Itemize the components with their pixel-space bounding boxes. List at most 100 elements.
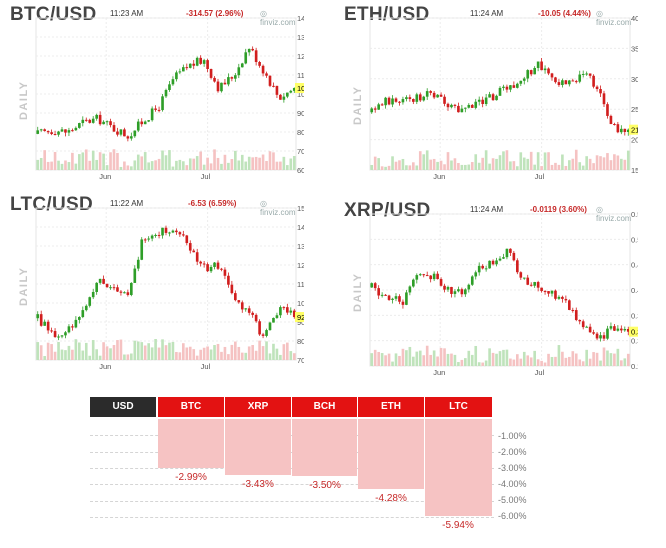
candle-body [60, 129, 64, 132]
volume-bar [536, 359, 540, 366]
candle-body [405, 97, 408, 100]
volume-bar [140, 342, 144, 360]
volume-bar [398, 160, 401, 170]
volume-bar [60, 163, 64, 170]
candle-body [394, 296, 398, 299]
volume-bar [258, 340, 261, 360]
x-tick-label: Jun [433, 368, 445, 376]
volume-bar [626, 150, 630, 170]
volume-bar [418, 350, 422, 366]
x-tick-label: Jul [201, 362, 211, 370]
brand-label: finviz.com [260, 18, 296, 27]
volume-bar [168, 342, 171, 360]
candle-body [275, 315, 279, 318]
candle-body [164, 227, 168, 233]
volume-bar [223, 346, 227, 360]
candle-body [408, 286, 412, 293]
candle-body [574, 81, 578, 83]
volume-bar [529, 151, 533, 170]
volume-bar [533, 164, 536, 170]
candle-body [585, 326, 588, 328]
volume-bar [268, 353, 272, 360]
volume-bar [401, 158, 405, 170]
candle-body [561, 296, 564, 299]
candle-body [488, 260, 491, 269]
candle-body [88, 297, 92, 306]
volume-bar [620, 360, 623, 366]
candle-body [460, 108, 464, 113]
candle-body [602, 93, 606, 105]
volume-bar [432, 350, 436, 366]
volume-bar [88, 355, 92, 360]
candle-body [370, 283, 374, 288]
chart-title: BTC/USD [10, 4, 97, 25]
volume-bar [265, 341, 268, 360]
volume-bar [505, 349, 509, 366]
candle-body [446, 286, 450, 290]
volume-bar [60, 349, 64, 360]
candle-body [578, 320, 582, 322]
volume-bar [585, 349, 588, 366]
candle-body [220, 268, 223, 270]
candle-body [230, 77, 234, 79]
x-tick-label: Jul [535, 368, 545, 376]
volume-bar [178, 352, 182, 360]
last-price-box [295, 312, 304, 323]
volume-bar [78, 154, 81, 170]
candle-body [282, 96, 286, 100]
volume-bar [436, 356, 439, 366]
candle-body [512, 85, 516, 88]
volume-bar [498, 351, 502, 366]
volume-bar [543, 152, 547, 170]
candle-body [498, 87, 502, 96]
volume-bar [609, 160, 613, 170]
candle-body [95, 114, 98, 119]
candle-body [150, 235, 154, 239]
candle-body [613, 124, 616, 126]
volume-bar [519, 152, 523, 170]
candle-body [98, 114, 102, 125]
volume-bar [289, 351, 293, 360]
volume-bar [188, 346, 192, 360]
candle-body [429, 275, 432, 280]
candle-body [216, 81, 220, 92]
candle-body [443, 285, 446, 290]
volume-bar [394, 353, 398, 366]
volume-bar [432, 158, 436, 170]
volume-bar [95, 159, 98, 170]
candle-body [227, 77, 230, 85]
volume-bar [171, 166, 175, 170]
volume-bar [578, 162, 582, 170]
candle-body [36, 314, 40, 319]
last-price-box [295, 83, 304, 94]
volume-bar [450, 353, 453, 366]
candle-body [268, 75, 272, 86]
ltc-change-label: -5.94% [442, 520, 474, 531]
volume-bar [98, 152, 102, 170]
volume-bar [150, 347, 154, 360]
volume-bar [175, 160, 178, 170]
y-tick-label: 11000.0 [297, 71, 304, 80]
volume-bar [74, 163, 78, 170]
volume-bar [206, 157, 209, 170]
candle-body [620, 128, 623, 133]
candle-body [171, 79, 175, 85]
candle-body [46, 321, 50, 331]
volume-bar [244, 352, 248, 360]
candle-body [164, 89, 168, 97]
volume-bar [240, 352, 244, 360]
candle-body [401, 99, 405, 103]
volume-bar [192, 349, 196, 360]
volume-bar [116, 340, 119, 360]
volume-bar [237, 160, 241, 170]
xrp-chart-panel: XRP/USD 11:24 AM -0.0119 (3.60%) ◎ finvi… [342, 198, 638, 376]
volume-bar [564, 165, 568, 170]
candle-body [425, 275, 429, 277]
candle-body [522, 277, 526, 279]
candle-body [240, 302, 244, 310]
volume-bar [568, 356, 571, 366]
volume-bar [251, 157, 254, 170]
volume-bar [616, 155, 620, 170]
volume-bar [602, 347, 606, 366]
candle-body [199, 57, 202, 64]
